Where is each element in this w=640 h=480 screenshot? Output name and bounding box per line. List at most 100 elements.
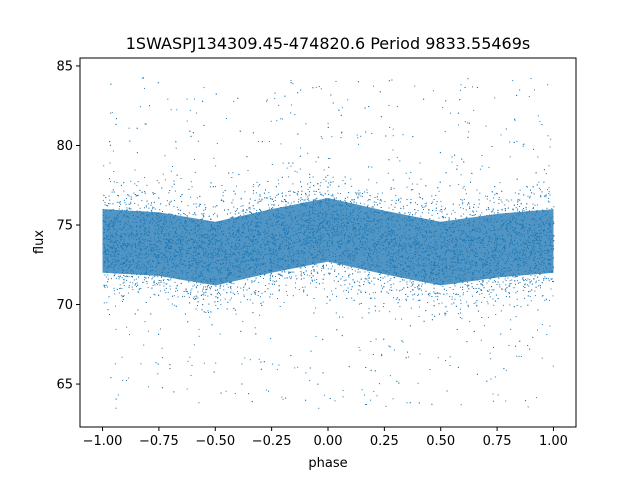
data-point (462, 282, 464, 284)
data-point (327, 158, 329, 159)
data-point (490, 358, 492, 360)
data-point (240, 301, 242, 303)
data-point (176, 285, 178, 287)
data-point (543, 195, 545, 197)
data-point (278, 289, 280, 291)
data-point (512, 276, 514, 278)
data-point (395, 318, 396, 320)
data-point (106, 302, 108, 304)
data-point (429, 293, 431, 295)
data-point (106, 204, 108, 206)
data-point (330, 195, 332, 197)
data-point (166, 200, 168, 202)
data-point (256, 181, 258, 183)
data-point (354, 270, 356, 272)
data-point (493, 202, 495, 203)
data-point (293, 271, 295, 273)
data-point (514, 192, 516, 194)
data-point (371, 133, 373, 134)
data-point (505, 284, 507, 286)
data-point (345, 290, 347, 291)
data-point (355, 202, 357, 204)
data-point (421, 293, 423, 295)
data-point (485, 195, 487, 197)
data-point (141, 191, 143, 193)
data-point (114, 293, 116, 295)
data-point (372, 292, 374, 294)
data-point (200, 283, 202, 285)
data-point (461, 317, 463, 319)
data-point (342, 390, 344, 391)
data-point (140, 288, 142, 289)
data-point (197, 291, 199, 293)
data-point (315, 263, 317, 265)
data-point (288, 190, 290, 192)
data-point (516, 290, 518, 292)
data-point (520, 356, 522, 357)
data-point (494, 376, 496, 378)
data-point (330, 262, 332, 264)
data-point (432, 201, 434, 203)
data-point (149, 296, 151, 298)
data-point (490, 292, 492, 294)
data-point (454, 211, 456, 213)
data-point (460, 207, 462, 209)
data-point (458, 183, 460, 185)
data-point (140, 363, 142, 365)
data-point (379, 273, 381, 275)
data-point (374, 277, 376, 279)
data-point (537, 329, 538, 331)
data-point (395, 195, 397, 197)
data-point (268, 141, 270, 142)
data-point (281, 118, 283, 120)
data-point (383, 306, 384, 308)
data-point (435, 203, 437, 205)
data-point (304, 267, 306, 269)
data-point (147, 203, 149, 205)
data-point (379, 199, 381, 201)
data-point (524, 297, 526, 299)
data-point (360, 290, 362, 292)
data-point (282, 162, 284, 164)
data-point (196, 112, 197, 114)
data-point (348, 276, 350, 278)
data-point (426, 202, 428, 204)
data-point (114, 363, 116, 365)
data-point (543, 279, 545, 281)
data-point (360, 135, 362, 137)
data-point (203, 215, 205, 217)
data-point (204, 294, 206, 296)
data-point (510, 199, 512, 201)
data-point (212, 214, 214, 216)
data-point (547, 197, 549, 199)
data-point (350, 267, 352, 269)
data-point (144, 123, 146, 125)
data-point (169, 204, 170, 206)
data-point (502, 304, 504, 306)
data-point (535, 397, 537, 399)
data-point (544, 299, 546, 301)
data-point (493, 212, 495, 214)
data-point (110, 181, 111, 183)
data-point (411, 183, 413, 185)
data-point (303, 199, 305, 201)
data-point (315, 286, 317, 288)
data-point (522, 144, 524, 146)
data-point (311, 270, 313, 272)
data-point (118, 292, 120, 294)
data-point (488, 289, 490, 291)
data-point (368, 272, 370, 274)
data-point (273, 200, 274, 202)
data-point (273, 204, 275, 206)
data-point (504, 204, 506, 206)
data-point (303, 272, 305, 274)
data-point (464, 121, 466, 123)
data-point (509, 304, 511, 306)
data-point (552, 365, 554, 367)
data-point (335, 81, 337, 82)
data-point (505, 400, 507, 402)
data-point (487, 303, 489, 305)
data-point (475, 214, 477, 215)
data-point (433, 199, 435, 200)
data-point (502, 281, 504, 283)
